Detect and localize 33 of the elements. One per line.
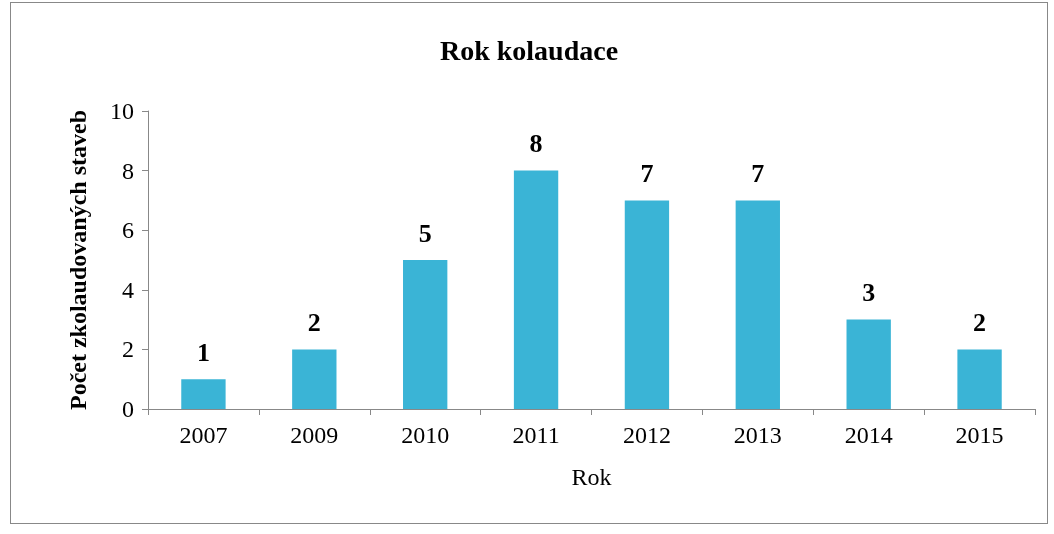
x-tick-label: 2012	[622, 422, 671, 448]
x-tick-label: 2007	[179, 422, 228, 448]
y-tick-label: 6	[122, 217, 134, 244]
y-tick-label: 0	[122, 396, 134, 422]
data-label: 5	[418, 218, 432, 248]
y-tick-label: 4	[122, 276, 134, 303]
data-label: 2	[307, 307, 321, 337]
bar	[624, 200, 670, 409]
bar	[957, 349, 1002, 409]
data-label: 2	[973, 307, 987, 337]
bar	[846, 319, 891, 409]
data-label: 1	[196, 337, 210, 367]
x-tick-label: 2015	[955, 422, 1004, 448]
bar	[735, 200, 780, 409]
bar	[403, 260, 448, 409]
y-axis-title: Počet zkolaudovaných staveb	[65, 110, 91, 410]
x-axis-title: Rok	[571, 464, 612, 490]
bar	[181, 379, 226, 409]
y-tick-label: 2	[122, 336, 134, 363]
y-tick-label: 10	[110, 98, 134, 124]
chart-title: Rok kolaudace	[439, 34, 619, 66]
x-tick-label: 2013	[733, 422, 782, 448]
x-tick-label: 2011	[512, 422, 560, 448]
bar	[513, 170, 559, 409]
x-tick-label: 2009	[290, 422, 339, 448]
data-label: 8	[529, 129, 543, 159]
data-label: 7	[640, 158, 654, 188]
x-tick-label: 2014	[844, 422, 893, 448]
data-label: 3	[862, 278, 876, 308]
y-tick-label: 8	[122, 157, 134, 184]
bar	[292, 349, 337, 409]
x-tick-label: 2010	[401, 422, 450, 448]
data-label: 7	[751, 158, 765, 188]
